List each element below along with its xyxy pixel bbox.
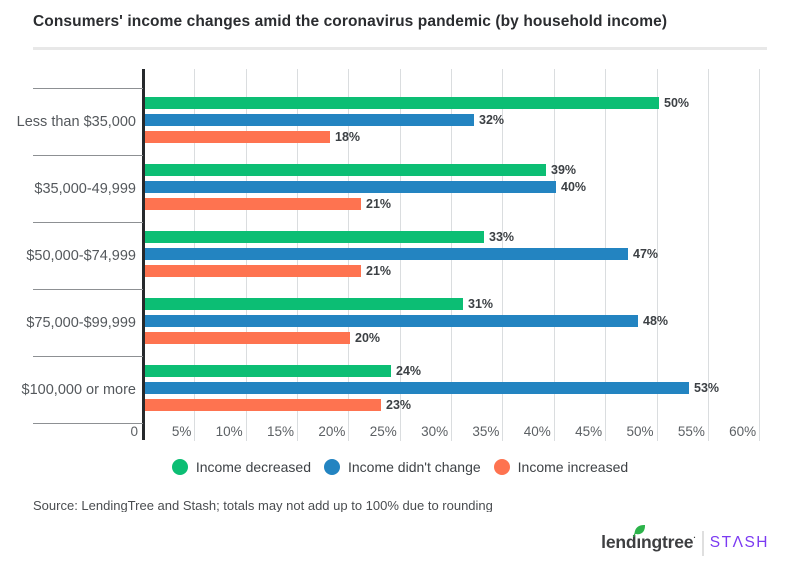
bar-income-didn-t-change <box>145 113 474 127</box>
x-axis-tick-label: 40% <box>523 424 551 439</box>
bar-income-increased <box>145 197 361 211</box>
category-label: $100,000 or more <box>21 381 136 398</box>
category-boundary-line <box>33 356 143 357</box>
bar-income-decreased <box>145 230 484 244</box>
lendingtree-text-pre: lend <box>601 532 637 553</box>
y-axis-line <box>142 69 145 440</box>
category-boundary-line <box>33 289 143 290</box>
category-boundary-line <box>33 88 143 89</box>
bar-value-label: 33% <box>489 229 515 244</box>
brand-divider <box>701 530 704 556</box>
chart-title: Consumers' income changes amid the coron… <box>33 13 668 30</box>
bar-value-label: 21% <box>366 263 392 278</box>
bar-value-label: 47% <box>633 246 659 261</box>
x-axis-tick-label: 5% <box>171 424 192 439</box>
lendingtree-logo: lend ıngtree· <box>601 525 696 553</box>
bar-income-increased <box>145 264 361 278</box>
bar-income-increased <box>145 398 381 412</box>
bar-value-label: 20% <box>355 330 381 345</box>
bar-value-label: 48% <box>643 313 669 328</box>
x-axis-tick-label: 55% <box>677 424 705 439</box>
brand-logos: lend ıngtree· STΛSH <box>601 525 769 557</box>
legend-item: Income decreased <box>171 459 311 475</box>
legend-item: Income increased <box>493 459 629 475</box>
bar-value-label: 32% <box>479 112 505 127</box>
gridline <box>759 69 761 441</box>
bar-income-increased <box>145 331 350 345</box>
legend-label: Income decreased <box>195 459 311 475</box>
lendingtree-letter-i: ı <box>633 525 646 553</box>
bar-income-didn-t-change <box>145 247 628 261</box>
legend-dot-icon <box>324 459 340 475</box>
leaf-icon <box>633 525 646 538</box>
category-boundary-line <box>33 423 143 424</box>
gridline <box>656 69 658 441</box>
legend-label: Income didn't change <box>348 459 481 475</box>
grouped-bar-chart: 0 5% 10% 15% 20% 25% 30% 35% 40% 45% 50% 55% 60% Less… <box>16 69 761 441</box>
x-axis-tick-label: 0 <box>130 424 138 439</box>
x-axis-tick-label: 20% <box>318 424 346 439</box>
bar-value-label: 23% <box>386 397 412 412</box>
bar-value-label: 40% <box>561 179 587 194</box>
category-label: Less than $35,000 <box>16 113 136 130</box>
bar-value-label: 31% <box>468 296 494 311</box>
title-divider <box>33 47 767 50</box>
legend-dot-icon <box>493 459 510 475</box>
bar-value-label: 18% <box>335 129 361 144</box>
bar-income-didn-t-change <box>145 314 638 328</box>
bar-income-decreased <box>145 163 546 177</box>
category-label: $75,000-$99,999 <box>26 314 136 331</box>
bar-value-label: 53% <box>694 380 720 395</box>
x-axis-tick-label: 25% <box>369 424 397 439</box>
x-axis-tick-label: 35% <box>472 424 500 439</box>
bar-income-decreased <box>145 96 659 110</box>
bar-value-label: 39% <box>551 162 577 177</box>
stash-logo: STΛSH <box>709 534 769 551</box>
bar-value-label: 24% <box>396 363 422 378</box>
category-label: $35,000-49,999 <box>34 180 136 197</box>
x-axis-tick-label: 30% <box>421 424 449 439</box>
x-axis-tick-label: 60% <box>729 424 757 439</box>
category-boundary-line <box>33 222 143 223</box>
bar-income-didn-t-change <box>145 180 556 194</box>
trademark-mark: · <box>693 533 696 543</box>
bar-income-decreased <box>145 364 391 378</box>
category-boundary-line <box>33 155 143 156</box>
lendingtree-text-post: ngtree <box>641 532 694 553</box>
bar-value-label: 50% <box>664 95 690 110</box>
legend-item: Income didn't change <box>324 459 481 475</box>
bar-value-label: 21% <box>366 196 392 211</box>
category-label: $50,000-$74,999 <box>26 247 136 264</box>
legend-label: Income increased <box>517 459 629 475</box>
x-axis-tick-label: 45% <box>575 424 603 439</box>
x-axis-tick-label: 15% <box>267 424 295 439</box>
x-axis-tick-label: 10% <box>215 424 243 439</box>
x-axis-tick-label: 50% <box>626 424 654 439</box>
gridline <box>707 69 709 441</box>
chart-legend: Income decreased Income didn't change Inco… <box>0 459 800 475</box>
bar-income-increased <box>145 130 330 144</box>
bar-income-decreased <box>145 297 463 311</box>
lendingtree-text-i: ı <box>636 532 642 553</box>
legend-dot-icon <box>171 459 188 475</box>
bar-income-didn-t-change <box>145 381 689 395</box>
source-note: Source: LendingTree and Stash; totals ma… <box>33 498 493 512</box>
